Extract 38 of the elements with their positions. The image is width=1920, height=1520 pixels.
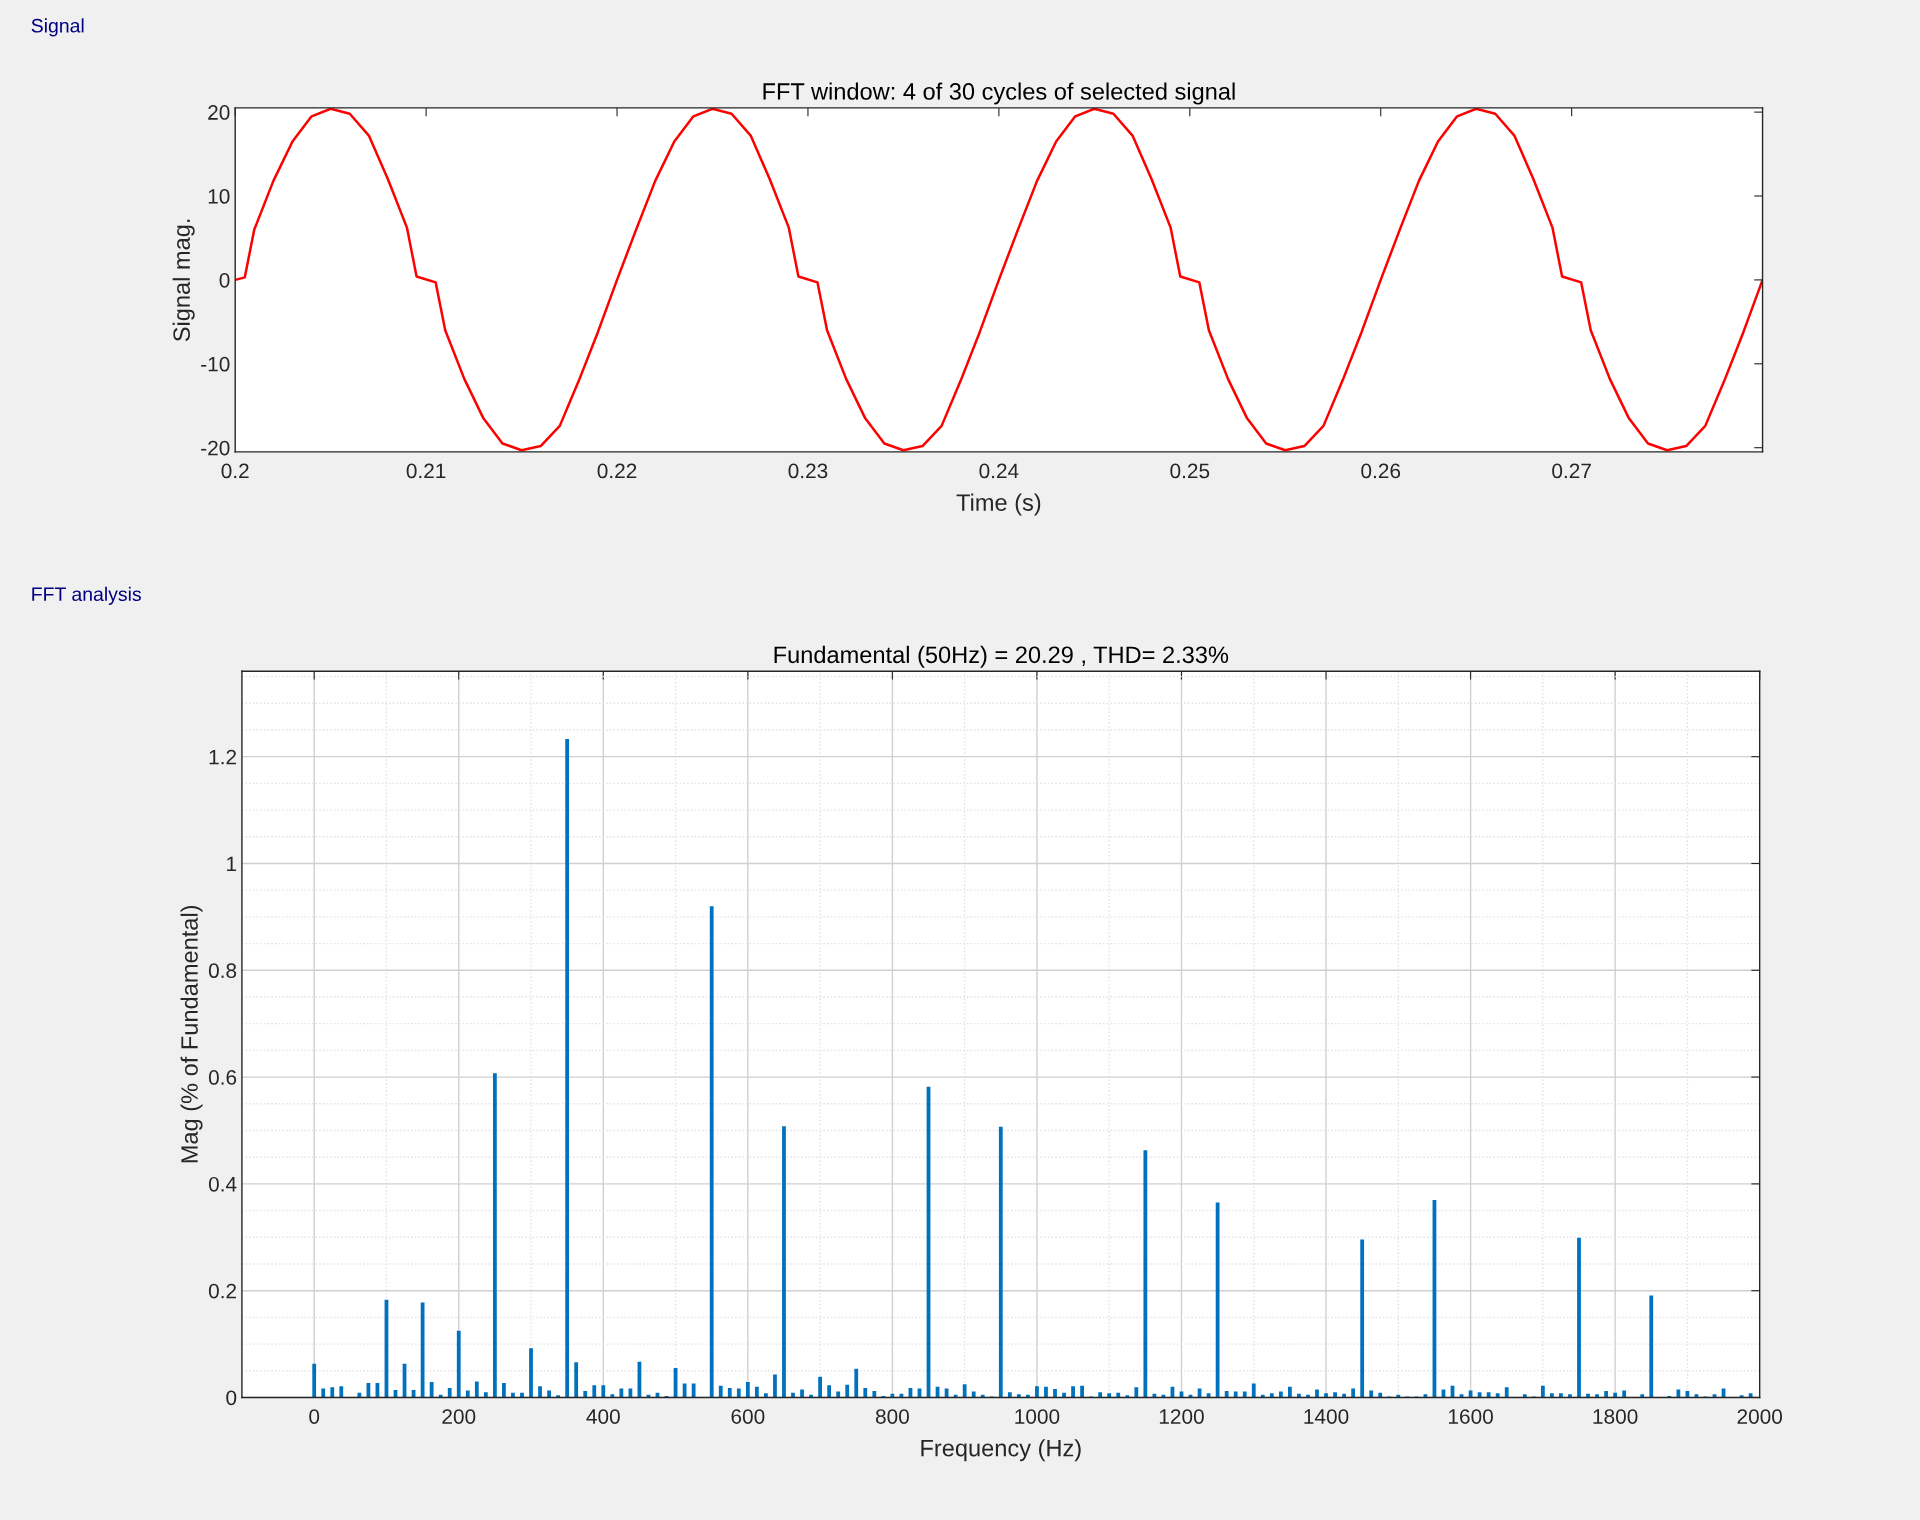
x-tick-label: 800 [875, 1409, 909, 1424]
x-tick-label: 0.22 [597, 463, 637, 479]
x-tick-label: 1600 [1449, 1409, 1493, 1424]
y-axis-title: Signal mag. [172, 219, 195, 342]
x-tick-label: 200 [442, 1409, 476, 1424]
x-tick-label: 0.24 [979, 463, 1019, 479]
x-tick-label: 0.27 [1552, 463, 1591, 479]
y-tick-label: 10 [208, 189, 230, 204]
x-tick-label: 0 [309, 1409, 320, 1424]
x-tick-label: 2000 [1737, 1409, 1783, 1424]
x-tick-label: 1400 [1304, 1409, 1349, 1424]
x-tick-label: 0.25 [1170, 463, 1210, 479]
y-axis-title: Mag (% of Fundamental) [180, 905, 203, 1163]
y-tick-label: -20 [201, 440, 230, 456]
y-tick-label: 0.6 [208, 1070, 237, 1085]
y-tick-label: 0 [226, 1390, 237, 1406]
x-axis-title: Time (s) [956, 493, 1041, 516]
x-tick-label: 600 [731, 1409, 765, 1424]
y-tick-label: 20 [208, 105, 230, 120]
y-tick-label: 1.2 [209, 749, 237, 765]
y-tick-label: 0.2 [208, 1283, 237, 1299]
x-tick-label: 0.26 [1361, 463, 1401, 479]
x-tick-label: 1800 [1593, 1409, 1638, 1424]
y-tick-label: 0 [219, 272, 230, 288]
text: FFT analysis [32, 586, 141, 605]
x-axis-title: Frequency (Hz) [921, 1439, 1081, 1462]
x-tick-label: 1000 [1015, 1409, 1060, 1424]
text: Signal [31, 18, 84, 37]
y-tick-label: 1 [227, 856, 237, 872]
x-tick-label: 1200 [1159, 1409, 1204, 1424]
y-tick-label: 0.4 [208, 1176, 237, 1192]
y-tick-label: 0.8 [208, 963, 237, 979]
y-tick-label: -10 [201, 356, 230, 372]
chart-title: Fundamental (50Hz) = 20.29 , THD= 2.33% [774, 645, 1229, 668]
x-tick-label: 400 [586, 1409, 620, 1424]
x-tick-label: 0.23 [788, 463, 828, 479]
chart-title: FFT window: 4 of 30 cycles of selected signal [763, 82, 1235, 105]
x-tick-label: 0.21 [406, 463, 446, 479]
